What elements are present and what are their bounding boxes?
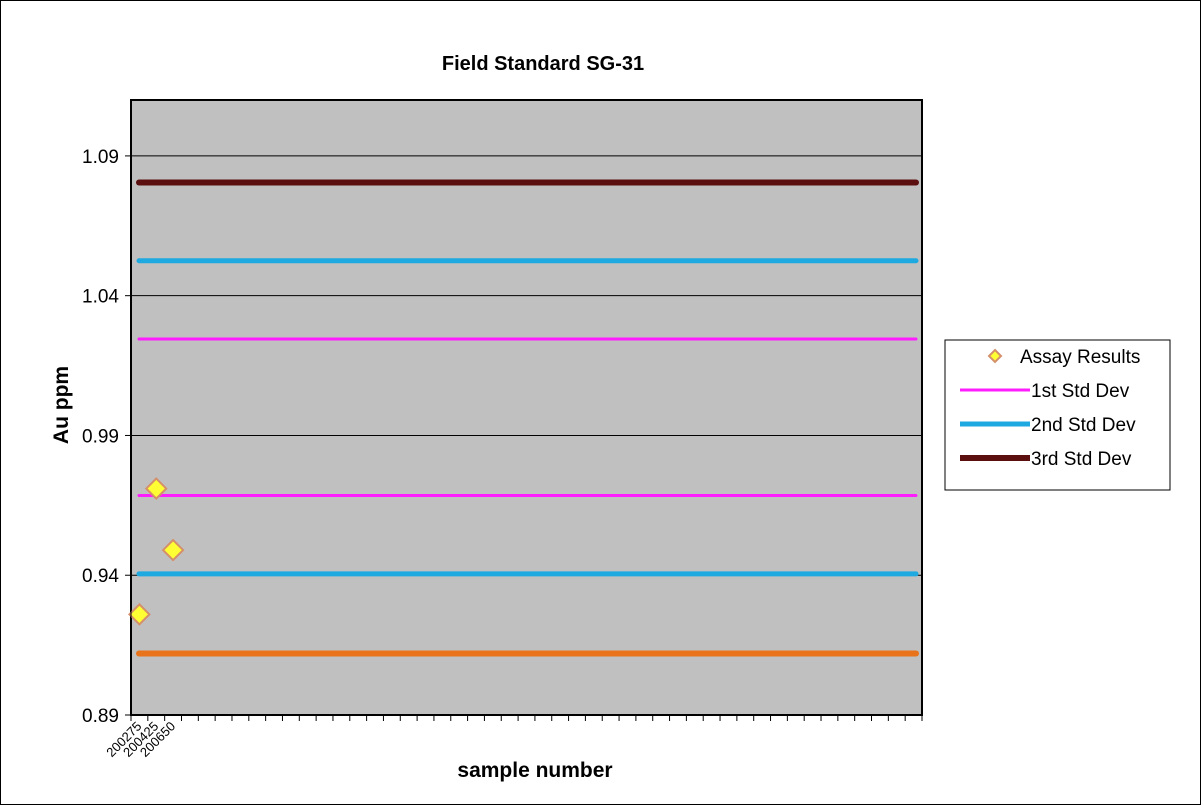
assay-points bbox=[128, 477, 185, 626]
y-axis: 0.89 0.94 0.99 1.04 1.09 bbox=[82, 100, 132, 727]
reference-lines bbox=[136, 179, 919, 657]
legend-label: 3rd Std Dev bbox=[1031, 449, 1132, 470]
chart-title: Field Standard SG-31 bbox=[442, 53, 644, 75]
y-tick-label: 1.09 bbox=[82, 147, 119, 168]
assay-point bbox=[128, 602, 151, 626]
legend-marker bbox=[987, 348, 1003, 364]
legend-label: Assay Results bbox=[1020, 347, 1140, 368]
plot-area bbox=[130, 99, 923, 716]
legend: Assay Results 1st Std Dev 2nd Std Dev 3rd S… bbox=[944, 339, 1171, 491]
y-tick-label: 1.04 bbox=[82, 287, 119, 308]
y-tick-label: 0.94 bbox=[82, 566, 119, 587]
y-tick-label: 0.99 bbox=[82, 426, 119, 447]
y-tick-label: 0.89 bbox=[82, 706, 119, 727]
legend-label: 2nd Std Dev bbox=[1031, 415, 1136, 436]
assay-point bbox=[161, 538, 185, 562]
legend-label: 1st Std Dev bbox=[1031, 381, 1130, 402]
y-axis-title: Au ppm bbox=[50, 366, 73, 444]
x-axis-title: sample number bbox=[457, 759, 612, 782]
assay-point bbox=[144, 477, 168, 500]
legend-box bbox=[944, 339, 1171, 491]
